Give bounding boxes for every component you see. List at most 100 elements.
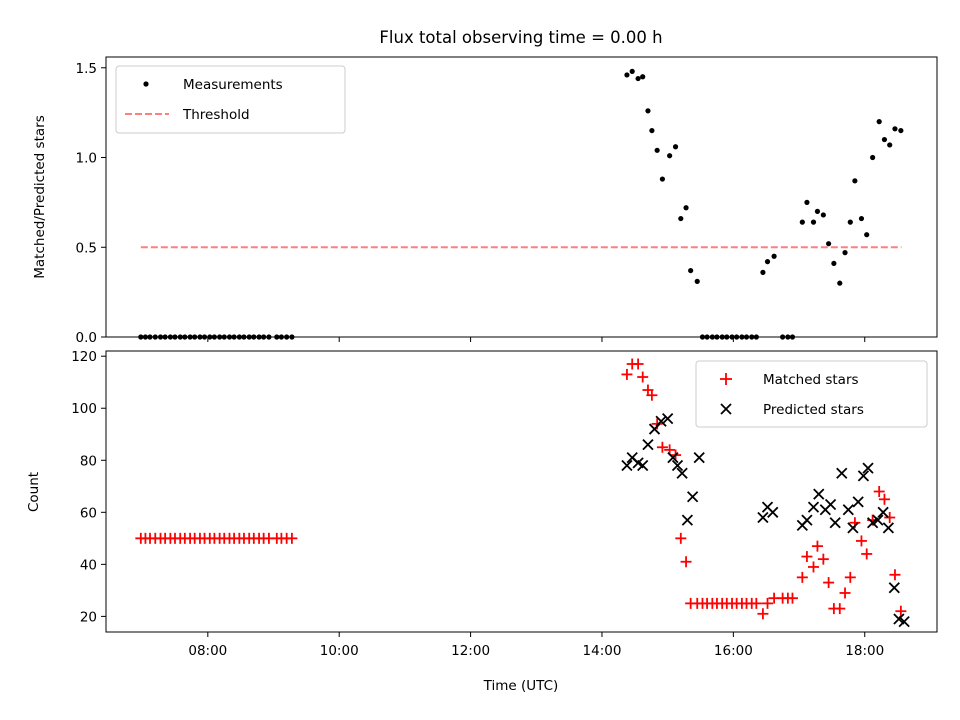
count-axes-frame	[105, 350, 938, 633]
measurement-point	[629, 68, 635, 74]
count-y-tick-label: 120	[71, 349, 97, 365]
count-legend-box	[695, 360, 928, 428]
measurement-point	[672, 144, 679, 150]
matched-star-point	[844, 571, 856, 583]
predicted-star-point	[637, 459, 649, 472]
measurement-point	[864, 232, 870, 238]
count-y-tick-label: 20	[80, 609, 97, 625]
measurement-point	[640, 74, 646, 80]
measurement-point	[831, 260, 837, 267]
count-x-tick-label: 08:00	[188, 643, 227, 659]
flux-panel: 0.0 0.5 1.0 1.5 Matched/Predicted stars Mea…	[32, 56, 938, 346]
matched-star-point	[675, 532, 687, 544]
predicted-star-point	[655, 415, 667, 427]
count-legend: Matched stars Predicted stars	[695, 360, 928, 428]
measurement-point	[870, 154, 876, 161]
measurement-point	[694, 278, 700, 284]
predicted-star-point	[686, 491, 699, 503]
matched-star-point	[811, 540, 823, 552]
measurement-point	[771, 253, 777, 259]
matched-star-point	[884, 512, 896, 524]
x-axis-label: Time (UTC)	[483, 678, 559, 694]
measurement-point	[810, 219, 817, 225]
predicted-star-point	[829, 517, 841, 529]
predicted-star-point	[662, 413, 674, 425]
matched-star-point	[861, 548, 873, 560]
count-x-tick-label: 12:00	[451, 643, 490, 659]
measurement-point	[760, 269, 766, 275]
flux-axes-frame	[105, 56, 938, 338]
predicted-star-point	[882, 522, 895, 534]
legend-label-measurements: Measurements	[183, 77, 283, 93]
predicted-star-point	[621, 459, 633, 472]
measurement-point	[847, 219, 853, 225]
measurement-point	[820, 212, 826, 218]
measurement-point	[683, 205, 689, 211]
predicted-star-point	[857, 470, 870, 482]
matched-star-point	[680, 556, 692, 568]
matched-star-point	[621, 368, 633, 380]
legend-label-predicted: Predicted stars	[763, 402, 864, 418]
legend-label-threshold: Threshold	[182, 107, 250, 123]
predicted-star-point	[676, 467, 688, 479]
predicted-star-point	[767, 506, 779, 518]
predicted-star-point	[847, 522, 859, 534]
flux-legend: Measurements Threshold	[115, 65, 346, 134]
measurement-point	[645, 108, 651, 114]
legend-label-matched: Matched stars	[763, 372, 859, 388]
count-x-axis: 08:00 10:00 12:00 14:00 16:00 18:00	[188, 632, 884, 659]
measurement-point	[837, 280, 843, 286]
flux-y-tick-label: 1.5	[76, 61, 97, 77]
count-y-axis-label: Count	[26, 472, 42, 512]
predicted-star-point	[681, 514, 694, 526]
flux-y-tick-label: 0.0	[76, 330, 97, 346]
count-x-tick-label: 10:00	[320, 643, 359, 659]
predicted-star-point	[836, 467, 848, 479]
flux-y-axis: 0.0 0.5 1.0 1.5	[76, 61, 106, 346]
flux-y-tick-label: 0.5	[76, 240, 97, 256]
legend-dot-icon	[143, 81, 149, 87]
predicted-star-point	[693, 452, 705, 464]
count-x-tick-label: 18:00	[845, 643, 884, 659]
matched-star-point	[839, 587, 851, 599]
predicted-star-point	[842, 504, 854, 516]
measurement-point	[635, 75, 641, 82]
predicted-star-point	[852, 496, 864, 508]
matched-star-point	[834, 603, 846, 615]
matched-star-point	[807, 561, 819, 573]
count-y-tick-label: 80	[80, 453, 97, 469]
measurement-point	[826, 241, 832, 247]
predicted-star-point	[807, 501, 820, 513]
predicted-star-point	[877, 506, 889, 518]
count-x-tick-label: 14:00	[583, 643, 622, 659]
measurement-point	[876, 119, 882, 125]
measurement-point	[898, 127, 904, 134]
predicted-star-point	[667, 452, 679, 464]
matched-star-point	[646, 389, 658, 401]
predicted-star-point	[642, 439, 654, 451]
matched-star-point	[286, 532, 298, 544]
predicted-star-point	[872, 514, 884, 526]
matched-star-point	[786, 592, 798, 604]
predicted-star-point	[801, 514, 813, 526]
matched-star-point	[801, 551, 813, 563]
predicted-star-point	[671, 459, 684, 472]
count-y-axis: 20 40 60 80 100 120	[71, 349, 106, 625]
measurement-point	[649, 127, 655, 134]
measurement-point	[842, 250, 848, 256]
flux-plot-area	[138, 68, 904, 340]
measurement-point	[892, 126, 898, 132]
matched-star-point	[656, 441, 668, 453]
matched-star-point	[757, 608, 769, 620]
measurement-point	[881, 136, 888, 143]
matched-star-point	[632, 358, 644, 370]
count-x-tick-label: 16:00	[714, 643, 753, 659]
flux-legend-box	[115, 65, 346, 134]
measurement-point	[852, 178, 858, 184]
count-plot-area	[135, 358, 910, 628]
legend-x-icon	[720, 403, 732, 415]
measurement-point	[814, 208, 821, 214]
legend-plus-icon	[720, 373, 732, 385]
predicted-star-point	[757, 511, 769, 524]
predicted-star-point	[813, 488, 825, 500]
